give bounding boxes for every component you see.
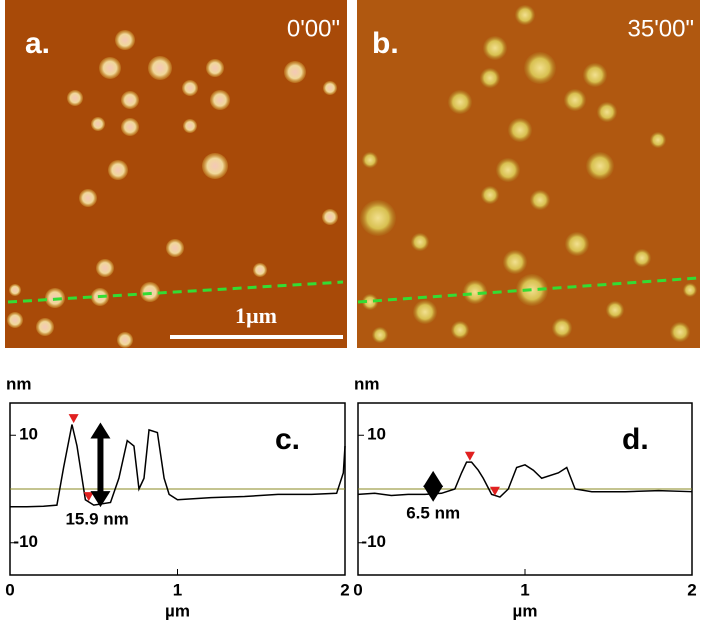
- grain: [67, 90, 83, 106]
- panel-label: d.: [622, 423, 649, 456]
- grain: [463, 280, 487, 304]
- grain: [508, 118, 532, 142]
- grain: [496, 158, 520, 182]
- arrow-head: [90, 491, 111, 508]
- profile-line: [357, 276, 699, 304]
- y-axis-label: nm: [6, 374, 32, 393]
- grain: [586, 152, 614, 180]
- time-label: 0'00": [287, 15, 340, 42]
- grain: [411, 233, 429, 251]
- x-tick-label: 1: [520, 580, 529, 599]
- arrow-head: [423, 470, 444, 487]
- time-label: 35'00": [628, 15, 695, 42]
- panel-label: c.: [275, 423, 300, 456]
- grain: [202, 153, 228, 179]
- afm-image: [5, 0, 347, 348]
- grain: [36, 318, 54, 336]
- grain: [552, 318, 572, 338]
- arrow-head: [90, 422, 111, 439]
- x-tick-label: 2: [687, 580, 696, 599]
- scale-label: 1µm: [235, 303, 277, 328]
- grain: [322, 209, 338, 225]
- grain: [148, 56, 172, 80]
- grain: [323, 81, 337, 95]
- grain: [362, 152, 378, 168]
- grain: [99, 57, 121, 79]
- grain: [530, 190, 550, 210]
- grain: [481, 186, 499, 204]
- grain: [633, 249, 651, 267]
- x-tick-label: 2: [340, 580, 349, 599]
- grain: [597, 102, 617, 122]
- grain: [565, 232, 589, 256]
- grain: [253, 263, 267, 277]
- grain: [121, 118, 139, 136]
- grain: [480, 68, 500, 88]
- grain: [583, 63, 607, 87]
- afm-image: [357, 0, 700, 348]
- grain: [516, 274, 548, 306]
- x-tick-label: 1: [173, 580, 182, 599]
- panel-label: a.: [25, 27, 50, 60]
- grain: [121, 91, 139, 109]
- grain: [117, 332, 133, 348]
- grain: [413, 300, 437, 324]
- grain: [670, 322, 690, 342]
- grain: [483, 36, 507, 60]
- cursor: [68, 414, 79, 424]
- grain: [606, 301, 624, 319]
- grain: [503, 250, 527, 274]
- grain: [7, 312, 23, 328]
- grain: [650, 132, 666, 148]
- grain: [524, 52, 556, 84]
- profile: [357, 461, 693, 498]
- y-axis-label: nm: [354, 374, 380, 393]
- grain: [91, 117, 105, 131]
- y-tick-label: -10: [13, 532, 38, 551]
- grain: [108, 160, 128, 180]
- grain: [362, 294, 378, 310]
- y-tick-label: 10: [19, 425, 38, 444]
- grain: [284, 61, 306, 83]
- grain: [451, 321, 469, 339]
- cursor: [83, 492, 94, 502]
- grain: [448, 90, 472, 114]
- grain: [166, 239, 184, 257]
- y-tick-label: -10: [361, 532, 386, 551]
- x-axis-label: µm: [513, 601, 538, 620]
- grain: [115, 30, 135, 50]
- grain: [9, 284, 21, 296]
- panel-label: b.: [372, 27, 399, 60]
- profile: [10, 424, 346, 508]
- grain: [210, 90, 230, 110]
- y-tick-label: 10: [367, 425, 386, 444]
- grain: [360, 200, 396, 236]
- arrow-head: [423, 485, 444, 502]
- grain: [206, 59, 224, 77]
- profile-line: [7, 280, 344, 304]
- grain: [140, 282, 160, 302]
- grain: [96, 259, 114, 277]
- grain: [183, 119, 197, 133]
- cursor: [464, 451, 475, 461]
- measurement-label: 6.5 nm: [406, 503, 460, 522]
- grain: [683, 283, 697, 297]
- x-tick-label: 0: [5, 580, 14, 599]
- x-tick-label: 0: [353, 580, 362, 599]
- grain: [372, 327, 388, 343]
- grain: [182, 80, 198, 96]
- cursor: [489, 486, 500, 496]
- x-axis-label: µm: [165, 601, 190, 620]
- grain: [564, 89, 586, 111]
- measurement-label: 15.9 nm: [65, 509, 128, 528]
- grain: [79, 189, 97, 207]
- grain: [515, 5, 535, 25]
